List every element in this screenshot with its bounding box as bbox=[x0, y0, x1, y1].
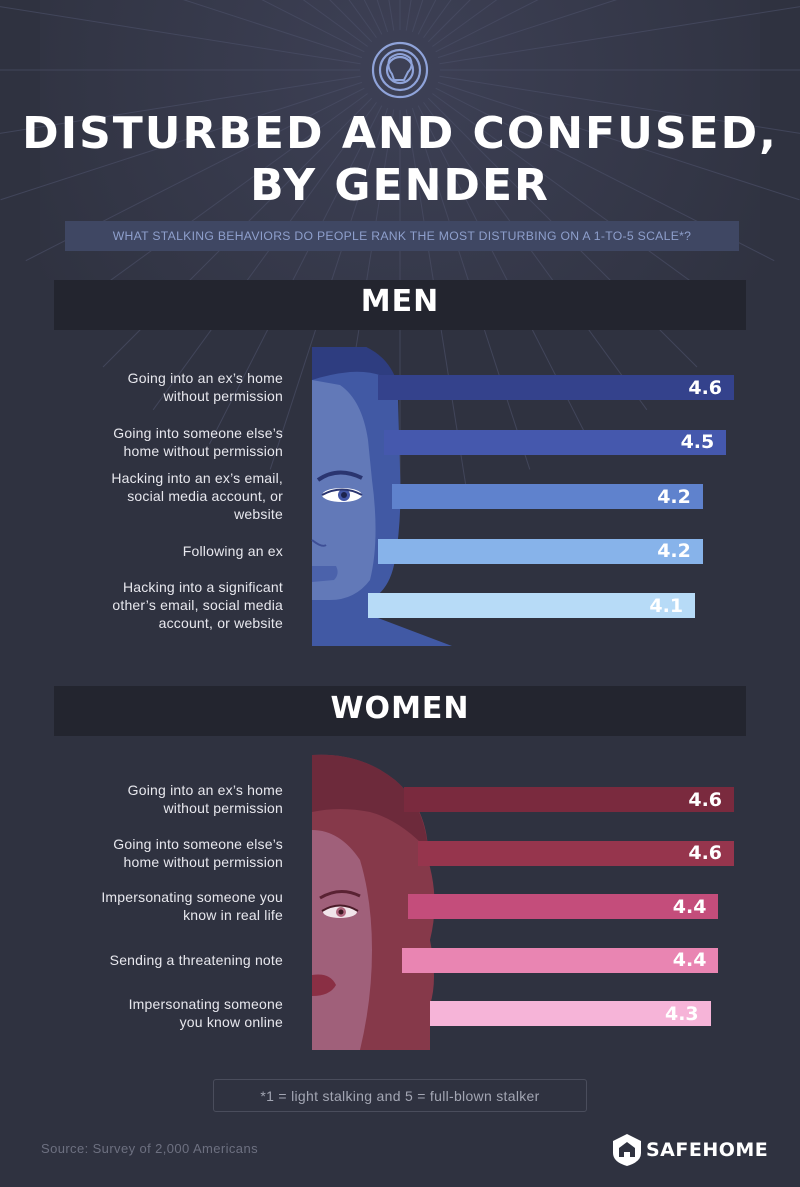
bar: 4.5 bbox=[384, 429, 727, 455]
brand-name: SAFEHOME bbox=[646, 1139, 769, 1161]
bar-value-label: 4.6 bbox=[688, 376, 723, 399]
bar: 4.4 bbox=[408, 894, 719, 919]
bar-label: Going into someone else’s home without pe… bbox=[113, 835, 283, 870]
woman-face-illustration bbox=[312, 754, 435, 1050]
bar-value-label: 4.6 bbox=[688, 788, 723, 811]
bar-label: Going into someone else’s home without pe… bbox=[113, 424, 283, 459]
safehome-logo: SAFEHOME bbox=[612, 1133, 768, 1167]
bar-value-label: 4.3 bbox=[664, 1002, 699, 1025]
bar-label: Impersonating someone you know online bbox=[128, 996, 283, 1030]
bar-value-label: 4.2 bbox=[657, 485, 691, 508]
bar: 4.6 bbox=[418, 840, 735, 866]
maze-head-icon bbox=[371, 41, 429, 99]
source-note: Source: Survey of 2,000 Americans bbox=[41, 1141, 258, 1156]
bar-value-label: 4.1 bbox=[649, 594, 684, 617]
bar: 4.2 bbox=[392, 484, 703, 509]
page-title-line1: DISTURBED AND CONFUSED, bbox=[22, 108, 778, 159]
bar-label: Following an ex bbox=[182, 542, 283, 559]
bar-label: Hacking into a significant other’s email,… bbox=[112, 579, 283, 631]
bar-value-label: 4.4 bbox=[672, 949, 707, 971]
bar-value-label: 4.5 bbox=[680, 431, 715, 453]
page-subtitle: WHAT STALKING BEHAVIORS DO PEOPLE RANK T… bbox=[65, 221, 739, 251]
bar-label: Impersonating someone you know in real li… bbox=[101, 889, 283, 923]
bar: 4.2 bbox=[378, 538, 703, 564]
bar-label: Going into an ex’s home without permissio… bbox=[127, 782, 283, 816]
page-title-line2: BY GENDER bbox=[250, 160, 550, 211]
women-section-band bbox=[54, 686, 746, 736]
bar: 4.3 bbox=[430, 1001, 711, 1026]
bar-value-label: 4.2 bbox=[657, 540, 691, 562]
man-face-illustration bbox=[311, 347, 452, 646]
house-shield-icon bbox=[613, 1134, 641, 1166]
bar-value-label: 4.6 bbox=[688, 842, 723, 864]
bar: 4.6 bbox=[404, 787, 735, 812]
men-section-title: MEN bbox=[360, 284, 440, 319]
scale-footnote: *1 = light stalking and 5 = full-blown s… bbox=[213, 1079, 587, 1112]
bar-value-label: 4.4 bbox=[672, 895, 707, 918]
women-section-title: WOMEN bbox=[330, 691, 470, 726]
bar-label: Going into an ex’s home without permissio… bbox=[127, 370, 283, 404]
bar-label: Hacking into an ex’s email, social media … bbox=[111, 470, 283, 522]
men-section-band bbox=[54, 280, 746, 330]
bar-label: Sending a threatening note bbox=[109, 951, 283, 968]
bar: 4.4 bbox=[402, 947, 719, 973]
bar: 4.1 bbox=[368, 593, 696, 618]
bar: 4.6 bbox=[378, 375, 735, 400]
